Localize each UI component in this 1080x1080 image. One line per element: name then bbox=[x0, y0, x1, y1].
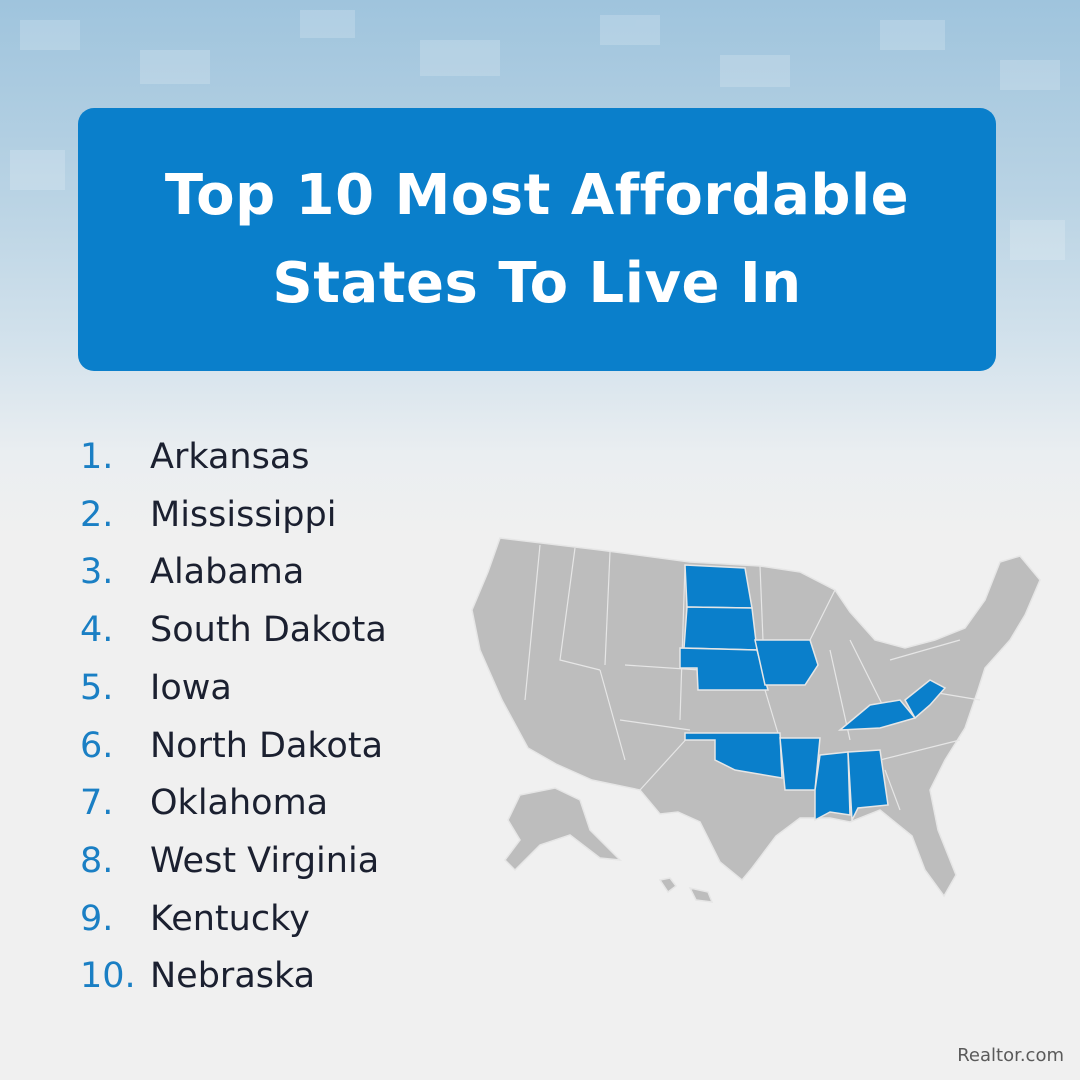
state-name: Nebraska bbox=[150, 956, 316, 997]
mississippi bbox=[814, 751, 851, 822]
rank-number: 4. bbox=[80, 610, 114, 651]
arkansas bbox=[779, 737, 821, 791]
north-dakota bbox=[684, 564, 753, 609]
title-banner: Top 10 Most Affordable States To Live In bbox=[78, 108, 996, 371]
list-item: 5. Iowa bbox=[80, 659, 500, 717]
list-item: 4. South Dakota bbox=[80, 601, 500, 659]
state-name: Oklahoma bbox=[150, 783, 329, 824]
list-item: 2. Mississippi bbox=[80, 486, 500, 544]
hawaii bbox=[658, 877, 678, 894]
state-name: Arkansas bbox=[150, 437, 310, 477]
list-item: 3. Alabama bbox=[80, 543, 500, 601]
alabama bbox=[847, 749, 889, 823]
south-dakota bbox=[683, 606, 758, 651]
list-item: 8. West Virginia bbox=[80, 832, 500, 890]
state-name: North Dakota bbox=[150, 725, 384, 766]
state-name: Kentucky bbox=[150, 898, 310, 939]
list-item: 1. Arkansas bbox=[80, 428, 500, 486]
rank-number: 9. bbox=[80, 898, 114, 939]
list-item: 9. Kentucky bbox=[80, 890, 500, 948]
rank-number: 1. bbox=[80, 437, 114, 477]
alaska bbox=[504, 787, 623, 872]
rank-number: 5. bbox=[80, 667, 114, 708]
kentucky bbox=[837, 699, 917, 731]
title-line: States To Live In bbox=[272, 250, 802, 316]
rank-number: 8. bbox=[80, 840, 114, 881]
list-item: 6. North Dakota bbox=[80, 717, 500, 775]
state-borders bbox=[524, 544, 981, 811]
state-name: Alabama bbox=[150, 552, 305, 593]
hawaii bbox=[688, 886, 714, 903]
state-name: South Dakota bbox=[150, 610, 387, 651]
highlighted-states bbox=[679, 564, 947, 823]
rank-number: 2. bbox=[80, 494, 114, 535]
state-name: Mississippi bbox=[150, 494, 337, 535]
rank-number: 10. bbox=[80, 956, 136, 997]
list-item: 7. Oklahoma bbox=[80, 774, 500, 832]
rank-number: 6. bbox=[80, 725, 114, 766]
background-texture bbox=[10, 10, 1065, 260]
list-item: 10. Nebraska bbox=[80, 947, 500, 1005]
state-name: Iowa bbox=[150, 667, 232, 708]
title-line: Top 10 Most Affordable bbox=[164, 162, 910, 228]
rank-number: 7. bbox=[80, 783, 114, 824]
state-name: West Virginia bbox=[150, 840, 380, 881]
us-outline bbox=[471, 537, 1041, 898]
rank-number: 3. bbox=[80, 552, 114, 593]
source-credit: Realtor.com bbox=[957, 1045, 1064, 1066]
map-states bbox=[471, 537, 1041, 903]
iowa bbox=[754, 639, 819, 686]
west-virginia bbox=[904, 679, 947, 720]
